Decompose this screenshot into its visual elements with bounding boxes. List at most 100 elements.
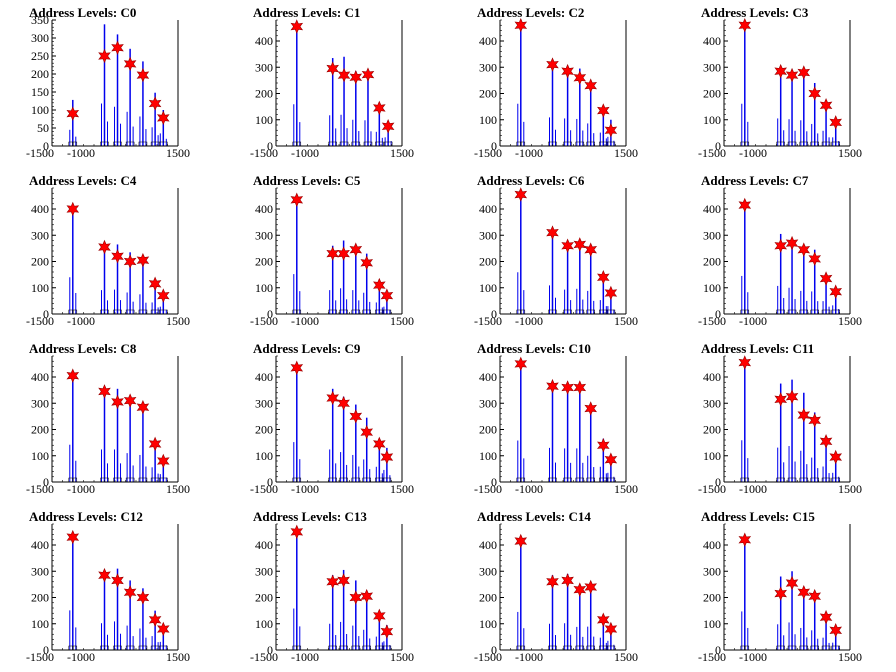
histogram-bar: [610, 455, 612, 482]
peak-marker: [148, 436, 162, 452]
histogram-bar-side: [838, 645, 840, 650]
histogram-bar-side: [741, 440, 743, 482]
peak-marker: [584, 242, 598, 257]
histogram-bar: [602, 274, 605, 315]
histogram-bar-side: [346, 633, 348, 650]
histogram-bar: [779, 576, 782, 650]
peak-marker: [808, 86, 822, 101]
x-tick-label: 1500: [614, 650, 638, 664]
histogram-bar: [72, 209, 74, 314]
peak-marker: [738, 197, 752, 213]
peak-marker: [361, 67, 375, 82]
histogram-bar-side: [811, 123, 813, 146]
peak-marker: [111, 573, 124, 588]
histogram-bar-side: [747, 121, 749, 146]
histogram-bar: [355, 245, 357, 314]
histogram-bar-side: [822, 301, 824, 314]
peak-marker: [797, 584, 811, 600]
x-tick-label: -1500: [26, 314, 54, 328]
chart-svg: 0 100 200 300 400 -1500 -1000 1500: [474, 523, 638, 664]
peak-marker: [573, 582, 587, 597]
y-tick-label: 0: [491, 475, 497, 489]
peak-marker: [774, 586, 787, 601]
histogram-bar-side: [329, 449, 331, 482]
histogram-bar-side: [517, 272, 519, 314]
y-tick-label: 300: [479, 60, 497, 74]
histogram-bar: [116, 388, 119, 482]
peak-marker: [123, 393, 137, 408]
peak-marker: [738, 17, 752, 33]
histogram-bar-side: [75, 136, 77, 146]
y-tick-label: 0: [43, 307, 49, 321]
histogram-bar-side: [517, 611, 519, 650]
histogram-bar-side: [832, 305, 834, 314]
histogram-bar-side: [139, 116, 141, 146]
histogram-bar-side: [139, 454, 141, 482]
histogram-bar-side: [340, 288, 342, 314]
x-tick-label: -1000: [291, 650, 319, 664]
y-tick-label: 200: [703, 423, 721, 437]
peak-marker: [808, 588, 822, 604]
histogram-bar-side: [828, 473, 830, 482]
histogram-bar: [834, 629, 837, 650]
histogram-bar-side: [582, 636, 584, 651]
histogram-bar: [791, 571, 793, 650]
histogram-bar: [142, 588, 144, 650]
histogram-bar-side: [593, 300, 595, 315]
x-tick-label: -1500: [474, 314, 502, 328]
histogram-bar-side: [151, 127, 153, 146]
y-tick-label: 300: [255, 396, 273, 410]
x-tick-label: -1000: [291, 314, 319, 328]
histogram-bar: [744, 362, 746, 482]
peak-marker: [808, 251, 822, 267]
histogram-bar: [116, 244, 119, 314]
peak-marker: [326, 390, 339, 406]
histogram-bar-side: [788, 622, 790, 650]
histogram-bar: [72, 537, 74, 651]
peak-marker: [337, 395, 350, 411]
histogram-bar: [296, 199, 298, 314]
y-tick-label: 200: [479, 255, 497, 269]
histogram-bar-side: [157, 135, 159, 146]
histogram-bar-side: [599, 637, 601, 650]
histogram-bar-side: [576, 288, 578, 314]
y-tick-label: 0: [491, 307, 497, 321]
histogram-bar: [803, 248, 805, 315]
histogram-bar: [579, 241, 581, 314]
histogram-bar-side: [293, 608, 295, 650]
histogram-bar-side: [828, 306, 830, 314]
histogram-bar-side: [352, 454, 354, 482]
x-tick-label: 1500: [390, 146, 414, 160]
peak-marker: [98, 239, 111, 255]
peak-marker: [290, 19, 304, 34]
x-tick-label: -1500: [250, 482, 278, 496]
peak-marker: [829, 449, 843, 465]
histogram-bar-side: [570, 130, 572, 146]
histogram-bar: [296, 531, 298, 651]
peak-marker: [597, 269, 610, 285]
histogram-bar-side: [555, 129, 556, 146]
histogram-bar: [378, 611, 381, 650]
histogram-bar-side: [299, 459, 301, 482]
histogram-bar: [342, 240, 345, 314]
chart-title: Address Levels: C11: [701, 341, 815, 356]
peak-marker: [829, 284, 843, 299]
x-tick-label: -1000: [739, 146, 767, 160]
y-tick-label: 0: [715, 307, 721, 321]
peak-marker: [738, 355, 752, 370]
histogram-bar-side: [346, 128, 348, 146]
y-tick-label: 200: [703, 591, 721, 605]
histogram-bar-side: [358, 636, 360, 650]
histogram-bar-side: [120, 633, 122, 650]
chart-svg: 0 100 200 300 400 -1500 -1000 1500: [698, 523, 862, 664]
y-tick-label: 0: [715, 475, 721, 489]
histogram-bar-side: [335, 463, 337, 482]
chart-panel: Address Levels: C10 0 100 200 300 400 -1500 -10…: [448, 336, 672, 504]
histogram-bar-side: [806, 464, 808, 482]
y-tick-label: 400: [255, 34, 273, 48]
histogram-bar-side: [613, 309, 615, 314]
peak-marker: [819, 609, 833, 625]
histogram-bar-side: [599, 300, 601, 314]
x-tick-label: -1000: [515, 146, 543, 160]
y-tick-label: 300: [31, 396, 49, 410]
